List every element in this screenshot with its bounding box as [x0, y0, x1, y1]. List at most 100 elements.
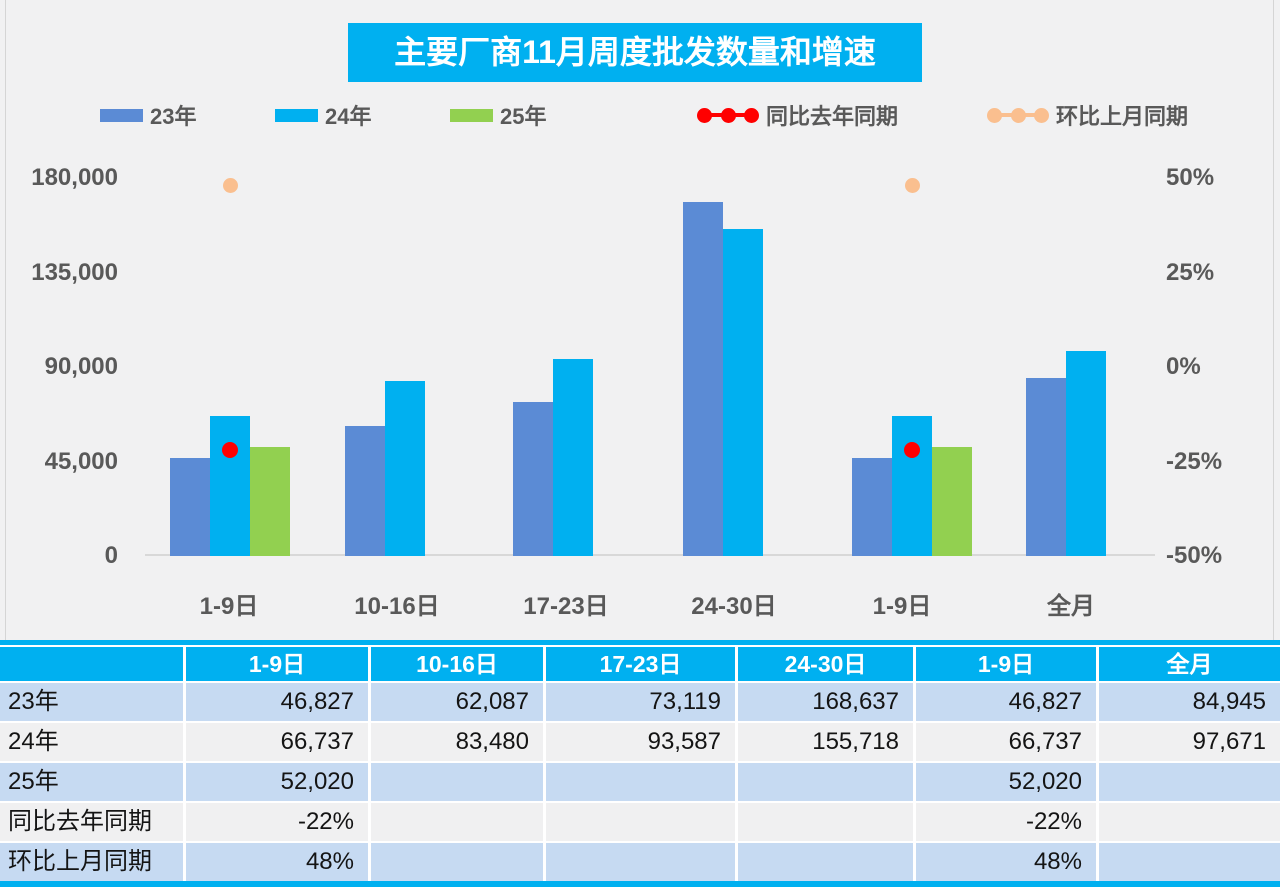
chart-title: 主要厂商11月周度批发数量和增速 [348, 23, 922, 82]
table-cell [546, 843, 735, 881]
chart-border-left [5, 0, 6, 640]
dotline-dot [1010, 107, 1026, 123]
table-cell: 46,827 [916, 683, 1096, 721]
bar-24年-1-9日 [210, 415, 250, 556]
table-cell: 52,020 [916, 763, 1096, 801]
table-cell: 66,737 [186, 723, 368, 761]
y-axis-tick-label: 0 [104, 542, 118, 569]
legend-dotline-同比去年同期-icon [697, 107, 759, 123]
table-header-cell: 1-9日 [916, 647, 1096, 681]
table-cell: 46,827 [186, 683, 368, 721]
table-cell [371, 763, 543, 801]
table-cell: 168,637 [738, 683, 913, 721]
table-cell: 97,671 [1099, 723, 1280, 761]
table-cell: 48% [916, 843, 1096, 881]
table-row-label: 同比去年同期 [0, 803, 183, 841]
secondary-y-axis-tick-label: -25% [1166, 447, 1223, 475]
table-row-label: 25年 [0, 763, 183, 801]
bar-25年-1-9日 [932, 446, 972, 556]
table-grid: 1-9日 10-16日 17-23日 24-30日 1-9日 全月 23年 46,827 62,… [0, 647, 1280, 881]
bar-24年-全月 [1066, 350, 1106, 556]
table-cell [738, 803, 913, 841]
table-cell [1099, 803, 1280, 841]
table-header-cell: 1-9日 [186, 647, 368, 681]
dotline-dot [1034, 107, 1049, 123]
table-cell: 62,087 [371, 683, 543, 721]
table-cell: 66,737 [916, 723, 1096, 761]
y-axis-tick-label: 45,000 [44, 447, 118, 475]
table-cell [1099, 843, 1280, 881]
data-table: 1-9日 10-16日 17-23日 24-30日 1-9日 全月 23年 46,827 62,… [0, 640, 1280, 887]
legend-label: 25年 [500, 104, 547, 129]
bar-23年-10-16日 [345, 425, 385, 556]
bar-23年-1-9日 [170, 457, 210, 556]
x-axis-label-10-16日: 10-16日 [354, 593, 440, 620]
secondary-y-axis-tick-label: 50% [1166, 164, 1215, 191]
legend-item-同比去年同期: 同比去年同期 [697, 102, 899, 129]
table-cell [371, 843, 543, 881]
point-环比上月同期-1-9日 [222, 178, 238, 194]
table-header-cell: 全月 [1099, 647, 1280, 681]
point-同比去年同期-1-9日 [904, 442, 920, 459]
x-axis-label-24-30日: 24-30日 [691, 593, 777, 620]
bar-24年-10-16日 [385, 380, 425, 556]
table-cell [738, 843, 913, 881]
table-cell [738, 763, 913, 801]
table-header-cell: 10-16日 [371, 647, 543, 681]
y-axis-tick-label: 135,000 [31, 258, 118, 286]
point-同比去年同期-1-9日 [222, 442, 238, 459]
chart-area: 主要厂商11月周度批发数量和增速 23年 24年 25年 同比去年同期 环比上月同期 1… [5, 0, 1274, 640]
legend-swatch-24年-icon [275, 108, 318, 122]
y-axis-tick-label: 180,000 [31, 164, 118, 191]
secondary-y-axis-tick-label: 25% [1166, 258, 1215, 286]
table-cell [546, 803, 735, 841]
legend-swatch-23年-icon [100, 108, 143, 122]
legend-item-25年: 25年 [450, 102, 547, 129]
secondary-y-axis-tick-label: -50% [1166, 542, 1223, 569]
legend-item-23年: 23年 [100, 102, 196, 129]
legend-item-环比上月同期: 环比上月同期 [987, 102, 1189, 129]
legend-label: 同比去年同期 [766, 104, 899, 129]
bar-24年-1-9日 [892, 415, 932, 556]
table-cell: -22% [916, 803, 1096, 841]
table-cell [546, 763, 735, 801]
legend-item-24年: 24年 [275, 102, 372, 129]
legend-label: 24年 [325, 104, 372, 129]
table-cell: 93,587 [546, 723, 735, 761]
table-header-cell: 24-30日 [738, 647, 913, 681]
bar-25年-1-9日 [250, 446, 290, 556]
x-axis-line [145, 554, 1155, 556]
x-axis-label-17-23日: 17-23日 [523, 593, 609, 620]
legend-swatch-25年-icon [450, 108, 493, 122]
bar-24年-24-30日 [723, 228, 763, 556]
table-top-border [0, 640, 1280, 645]
table-row-label: 24年 [0, 723, 183, 761]
table-row-label: 23年 [0, 683, 183, 721]
point-环比上月同期-1-9日 [904, 178, 920, 194]
table-cell: 83,480 [371, 723, 543, 761]
table-cell: -22% [186, 803, 368, 841]
dotline-dot [697, 107, 712, 123]
bar-23年-17-23日 [513, 402, 553, 556]
x-axis-label-1-9日: 1-9日 [199, 593, 259, 620]
chart-border-right [1273, 0, 1274, 640]
bar-24年-17-23日 [553, 359, 593, 556]
bar-23年-全月 [1026, 377, 1066, 556]
x-axis-label-全月: 全月 [1047, 593, 1095, 620]
legend-label: 环比上月同期 [1056, 104, 1189, 129]
y-axis-tick-label: 90,000 [44, 353, 118, 380]
table-header-cell: 17-23日 [546, 647, 735, 681]
table-cell: 73,119 [546, 683, 735, 721]
table-row-label: 环比上月同期 [0, 843, 183, 881]
table-cell: 52,020 [186, 763, 368, 801]
table-header-cell [0, 647, 183, 681]
table-cell [1099, 763, 1280, 801]
secondary-y-axis-tick-label: 0% [1166, 353, 1201, 380]
x-axis-label-1-9日: 1-9日 [872, 593, 932, 620]
table-cell: 48% [186, 843, 368, 881]
table-cell: 84,945 [1099, 683, 1280, 721]
dotline-dot [987, 107, 1002, 123]
bar-23年-24-30日 [683, 201, 723, 556]
table-cell [371, 803, 543, 841]
table-bottom-border [0, 881, 1280, 887]
